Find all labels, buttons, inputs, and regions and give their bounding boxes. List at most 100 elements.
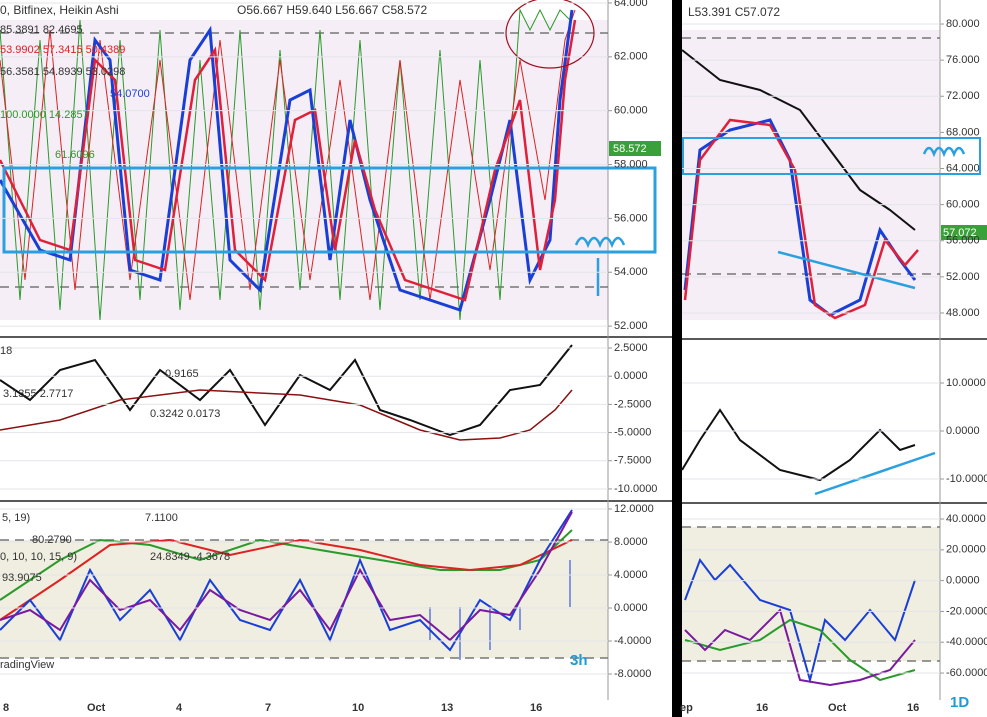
y-tick-label: 0.0000 <box>614 602 648 614</box>
y-tick-label: 0.0000 <box>946 425 980 437</box>
y-tick-label: 56.000 <box>946 235 980 247</box>
y-tick-label: 52.000 <box>614 320 648 332</box>
symbol: 0, Bitfinex, Heikin Ashi <box>0 3 119 17</box>
ohlc: L53.391 C57.072 <box>688 5 780 19</box>
y-tick-label: 62.000 <box>614 51 648 63</box>
stoch-line <box>0 8 571 321</box>
last-price: 58.572 <box>613 143 647 155</box>
indicator-label: 3.1355 2.7717 <box>3 388 73 400</box>
ohlc: O56.667 H59.640 L56.667 C58.572 <box>237 3 427 17</box>
last-price: 57.072 <box>943 227 977 239</box>
timeframe: 3h <box>570 652 588 669</box>
di-line <box>0 538 573 621</box>
x-tick-label: 8 <box>3 702 9 714</box>
cci-line <box>0 511 573 642</box>
indicator-label: 80.2790 <box>32 534 72 546</box>
y-tick-label: 8.0000 <box>614 536 648 548</box>
range-box <box>682 137 981 175</box>
y-tick-label: 64.000 <box>946 162 980 174</box>
y-tick-label: -5.0000 <box>614 426 651 438</box>
indicator-value: 53.9902 57.3415 50.4389 <box>0 44 125 56</box>
indicator-label: 93.9075 <box>2 572 42 584</box>
y-tick-label: 72.000 <box>946 90 980 102</box>
indicator-label: radingView <box>0 659 54 671</box>
osc-bg <box>682 527 940 661</box>
indicator-value: 61.6096 <box>55 149 95 161</box>
x-tick-label: 7 <box>265 702 271 714</box>
x-tick-label: 16 <box>907 702 919 714</box>
trend-line <box>814 451 936 496</box>
adx-line <box>0 529 573 601</box>
trend-line <box>777 250 916 290</box>
y-tick-label: 48.000 <box>946 307 980 319</box>
y-tick-label: 54.000 <box>614 266 648 278</box>
y-tick-label: 4.0000 <box>614 569 648 581</box>
indicator-value: 56.3581 54.8939 53.0298 <box>0 66 125 78</box>
indicator-label: 24.8349 -4.3678 <box>150 551 230 563</box>
y-tick-label: -4.0000 <box>614 635 651 647</box>
y-tick-label: -2.5000 <box>614 398 651 410</box>
x-tick-label: Oct <box>87 702 106 714</box>
y-tick-label: -40.0000 <box>946 636 987 648</box>
osc-bg <box>0 540 608 658</box>
wave-drawing <box>574 236 626 249</box>
cci-line <box>684 557 916 684</box>
y-tick-label: 0.0000 <box>946 575 980 587</box>
macd-line <box>0 344 573 437</box>
signal-line <box>0 389 573 441</box>
y-tick-label: 64.000 <box>614 0 648 9</box>
y-tick-label: -20.0000 <box>946 605 987 617</box>
y-tick-label: 40.0000 <box>946 513 986 525</box>
y-tick-label: 76.000 <box>946 54 980 66</box>
y-tick-label: 0.0000 <box>614 370 648 382</box>
indicator-label: 0.3242 0.0173 <box>150 408 220 420</box>
indicator-value: 85.3891 82.4695 <box>0 24 83 36</box>
y-tick-label: 10.0000 <box>946 377 986 389</box>
indicator-value: 100.0000 14.2857 <box>0 109 89 121</box>
y-tick-label: 80.000 <box>946 18 980 30</box>
stoch-rsi <box>0 19 577 302</box>
band-bg <box>0 20 608 320</box>
range-box <box>2 166 657 254</box>
y-tick-label: 12.0000 <box>614 503 654 515</box>
cci-line <box>684 608 916 687</box>
indicator-label: 7.1100 <box>145 512 178 524</box>
y-tick-label: 2.5000 <box>614 342 648 354</box>
stoch-rsi <box>0 9 574 312</box>
x-tick-label: 10 <box>352 702 364 714</box>
y-tick-label: 60.000 <box>614 105 648 117</box>
x-tick-label: 4 <box>176 702 183 714</box>
indicator-label: 5, 19) <box>2 512 30 524</box>
price-tag <box>609 141 661 156</box>
divider <box>672 0 682 717</box>
y-tick-label: -10.0000 <box>614 483 657 495</box>
x-tick-label: 16 <box>530 702 542 714</box>
y-tick-label: -7.5000 <box>614 455 651 467</box>
y-tick-label: 58.000 <box>614 158 648 170</box>
indicator-value: 54.0700 <box>110 88 150 100</box>
macd-line <box>681 408 916 482</box>
y-tick-label: -10.0000 <box>946 473 987 485</box>
stoch-rsi <box>683 118 919 320</box>
wave-drawing <box>922 146 966 158</box>
stoch-rsi <box>683 118 917 317</box>
x-tick-label: Oct <box>828 702 847 714</box>
indicator-label: 0, 10, 10, 15, 9) <box>0 551 77 563</box>
x-tick-label: ep <box>680 702 693 714</box>
y-tick-label: 20.0000 <box>946 544 986 556</box>
y-tick-label: 52.000 <box>946 271 980 283</box>
adx-line <box>684 618 916 682</box>
indicator-label: 18 <box>0 345 12 357</box>
price-tag <box>941 225 987 240</box>
highlight-circle <box>505 0 595 69</box>
indicator-label: 0.9165 <box>165 368 199 380</box>
x-tick-label: 13 <box>441 702 453 714</box>
timeframe: 1D <box>950 694 969 711</box>
y-tick-label: -8.0000 <box>614 668 651 680</box>
x-tick-label: 16 <box>756 702 768 714</box>
y-tick-label: 60.000 <box>946 199 980 211</box>
y-tick-label: 68.000 <box>946 126 980 138</box>
y-tick-label: 56.000 <box>614 212 648 224</box>
ma-line <box>681 49 916 231</box>
